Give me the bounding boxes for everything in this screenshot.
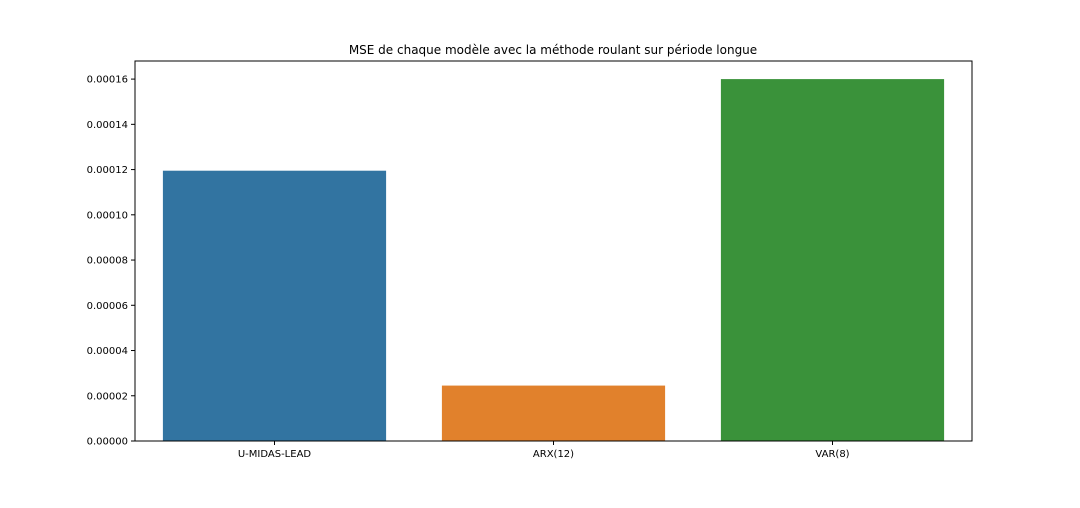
y-tick-label: 0.00006	[87, 301, 128, 312]
x-tick-label: U-MIDAS-LEAD	[238, 449, 312, 460]
y-axis: 0.00000 0.00002 0.00004 0.00006 0.00008 0.000…	[87, 75, 135, 448]
y-tick-label: 0.00014	[87, 120, 128, 131]
x-tick-label: ARX(12)	[533, 449, 574, 460]
x-tick-label: VAR(8)	[815, 449, 849, 460]
plot-frame	[134, 60, 973, 442]
y-tick-label: 0.00010	[87, 210, 128, 221]
y-tick-label: 0.00008	[87, 256, 128, 267]
bar-arx-12	[441, 385, 666, 441]
y-tick-label: 0.00004	[87, 346, 128, 357]
y-tick-label: 0.00016	[87, 75, 128, 86]
bar-var-8	[720, 79, 945, 441]
x-axis: U-MIDAS-LEAD ARX(12) VAR(8)	[238, 441, 850, 460]
chart-title: MSE de chaque modèle avec la méthode rou…	[349, 43, 757, 57]
y-tick-label: 0.00002	[87, 391, 128, 402]
bar-u-midas-lead	[162, 170, 387, 441]
y-tick-label: 0.00012	[87, 165, 128, 176]
bars-layer	[162, 79, 945, 441]
y-tick-label: 0.00000	[87, 437, 128, 448]
